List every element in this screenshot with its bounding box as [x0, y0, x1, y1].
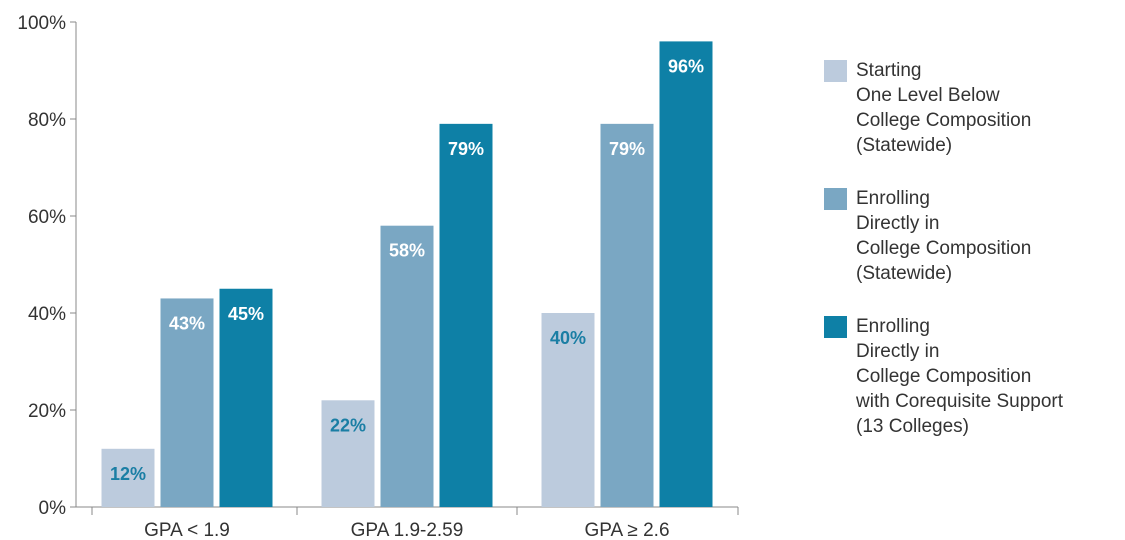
legend-label: Starting One Level Below College Composi… — [856, 60, 1032, 156]
y-tick-label: 100% — [17, 13, 66, 34]
bar — [659, 41, 713, 508]
data-label: 79% — [448, 139, 484, 159]
bar — [101, 448, 155, 507]
y-tick-label: 80% — [28, 110, 66, 131]
data-label: 96% — [668, 56, 704, 76]
bar — [219, 288, 273, 507]
legend-item: Starting One Level Below College Composi… — [824, 58, 1124, 158]
legend-item: Enrolling Directly in College Compositio… — [824, 186, 1124, 286]
bar — [541, 313, 595, 507]
y-tick-label: 20% — [28, 401, 66, 422]
legend-swatch — [824, 188, 847, 210]
data-label: 43% — [169, 313, 205, 333]
x-tick-label: GPA < 1.9 — [144, 520, 230, 540]
bar — [380, 225, 434, 507]
data-label: 79% — [609, 139, 645, 159]
y-tick-label: 40% — [28, 304, 66, 325]
data-label: 12% — [110, 464, 146, 484]
bar — [160, 298, 214, 507]
bar — [600, 123, 654, 507]
bar — [321, 400, 375, 507]
legend-item: Enrolling Directly in College Compositio… — [824, 314, 1124, 439]
bar — [439, 123, 493, 507]
legend: Starting One Level Below College Composi… — [824, 58, 1124, 467]
data-label: 58% — [389, 241, 425, 261]
x-tick-label: GPA 1.9-2.59 — [351, 520, 464, 540]
data-label: 40% — [550, 328, 586, 348]
y-tick-label: 60% — [28, 207, 66, 228]
legend-swatch — [824, 316, 847, 338]
legend-label: Enrolling Directly in College Compositio… — [856, 188, 1032, 284]
legend-swatch — [824, 60, 847, 82]
x-tick-label: GPA ≥ 2.6 — [584, 520, 669, 540]
legend-label: Enrolling Directly in College Compositio… — [856, 316, 1063, 437]
y-tick-label: 0% — [39, 498, 67, 519]
data-label: 45% — [228, 304, 264, 324]
data-label: 22% — [330, 415, 366, 435]
